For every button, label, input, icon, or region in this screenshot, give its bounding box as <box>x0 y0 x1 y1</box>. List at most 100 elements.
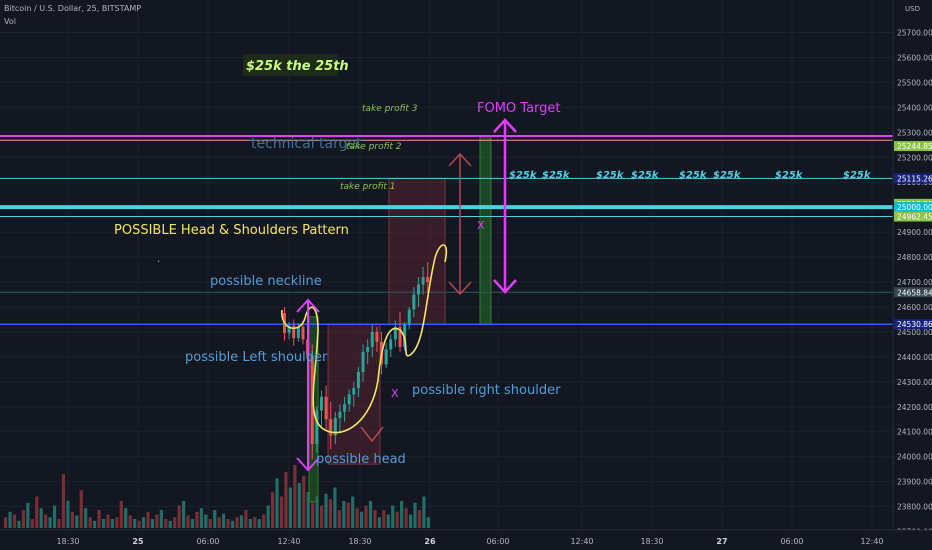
y-tick-label: 23900.00 <box>897 478 932 487</box>
volume-bar <box>355 508 359 528</box>
y-tick-label: 24700.00 <box>897 278 932 287</box>
y-tick-label: 24500.00 <box>897 328 932 337</box>
candle-body <box>403 324 407 347</box>
volume-bar <box>346 502 350 528</box>
volume-bar <box>333 487 337 528</box>
left-shoulder-label: possible Left shoulder <box>185 350 328 365</box>
price-tag-label: 25000.00 <box>897 203 932 212</box>
volume-bar <box>351 496 355 528</box>
volume-bar <box>75 515 79 528</box>
volume-bar <box>226 519 230 528</box>
candle-body <box>375 331 379 342</box>
y-tick-label: 25400.00 <box>897 103 932 112</box>
candle-body <box>352 388 356 395</box>
candle-body <box>333 417 337 436</box>
volume-bar <box>328 499 333 528</box>
volume-bar <box>124 508 128 528</box>
pattern-label: POSSIBLE Head & Shoulders Pattern <box>114 223 349 238</box>
volume-bar <box>235 517 239 528</box>
tp3-label: take profit 3 <box>362 104 418 114</box>
volume-bar <box>155 514 159 528</box>
x-tick-label: 06:00 <box>486 537 509 546</box>
price-tag-label: 25115.26 <box>897 174 932 183</box>
volume-bar <box>302 475 306 528</box>
volume-bar <box>110 519 114 528</box>
x-tick-label: 18:30 <box>640 537 663 546</box>
volume-bar <box>199 508 203 528</box>
volume-bar <box>44 514 48 528</box>
x-tick-label: 18:30 <box>348 537 371 546</box>
volume-bar <box>404 508 408 528</box>
volume-bar <box>422 496 426 528</box>
volume-bar <box>253 517 257 528</box>
tp1-label: take profit 1 <box>340 182 396 192</box>
y-tick-label: 24800.00 <box>897 253 932 262</box>
volume-bar <box>400 501 404 528</box>
repeat-25k-label: $25k <box>596 170 625 181</box>
volume-bar <box>337 510 341 528</box>
volume-bar <box>386 514 390 528</box>
volume-bar <box>342 501 346 528</box>
volume-bar <box>30 519 34 528</box>
candle-body <box>384 349 388 365</box>
price-tag-bg <box>894 202 932 213</box>
repeat-25k-label: $25k <box>631 170 660 181</box>
volume-bar <box>66 501 70 528</box>
volume-bar <box>426 517 430 528</box>
x-tick-label: 06:00 <box>780 537 803 546</box>
x-mark-top: X <box>477 219 485 232</box>
volume-bar <box>182 501 186 528</box>
candle-body <box>361 351 365 372</box>
volume-bar <box>266 505 270 528</box>
y-tick-label: 24200.00 <box>897 403 932 412</box>
volume-bar <box>177 505 181 528</box>
y-tick-label: 24600.00 <box>897 303 932 312</box>
volume-bar <box>319 505 324 528</box>
volume-bar <box>222 513 226 528</box>
volume-bar <box>128 515 132 528</box>
volume-bar <box>119 501 123 528</box>
volume-bar <box>186 515 190 528</box>
price-tag-bg <box>894 141 932 152</box>
price-tag-label: 24530.86 <box>897 320 932 329</box>
volume-bar <box>262 514 266 528</box>
candle-body <box>412 294 416 310</box>
x-tick-label: 06:00 <box>196 537 219 546</box>
volume-bar <box>217 517 221 528</box>
volume-bar <box>297 483 301 528</box>
volume-bar <box>48 517 52 528</box>
volume-bar <box>284 472 288 528</box>
volume-bar <box>311 501 315 528</box>
x-tick-label: 18:30 <box>56 537 79 546</box>
stray-dot: . <box>157 254 160 265</box>
volume-bar <box>168 520 172 528</box>
volume-bar <box>57 519 61 528</box>
volume-bar <box>150 519 155 528</box>
volume-bar <box>271 492 275 528</box>
technical-target-arrow-head-top <box>448 152 472 167</box>
candle-body <box>287 325 291 334</box>
volume-bar <box>324 493 328 528</box>
candle-body <box>324 396 328 420</box>
y-tick-label: 25200.00 <box>897 153 932 162</box>
volume-bar <box>204 514 208 528</box>
volume-bar <box>213 510 217 528</box>
volume-bar <box>364 505 368 528</box>
head-height-arrow-head-top <box>296 298 320 313</box>
symbol-header[interactable]: Bitcoin / U.S. Dollar, 25, BITSTAMP <box>4 4 142 13</box>
candle-body <box>393 326 397 340</box>
y-tick-label: 24400.00 <box>897 353 932 362</box>
price-tag-bg <box>894 173 932 184</box>
price-tag-label: 24962.45 <box>897 213 932 222</box>
volume-bar <box>244 510 248 528</box>
volume-label: Vol <box>4 17 16 26</box>
candle-body <box>319 396 323 411</box>
volume-bar <box>115 517 119 528</box>
volume-bar <box>97 510 101 528</box>
y-tick-label: 23800.00 <box>897 503 932 512</box>
candle-body <box>426 277 430 282</box>
volume-bar <box>190 519 195 528</box>
y-tick-label: 25300.00 <box>897 128 932 137</box>
